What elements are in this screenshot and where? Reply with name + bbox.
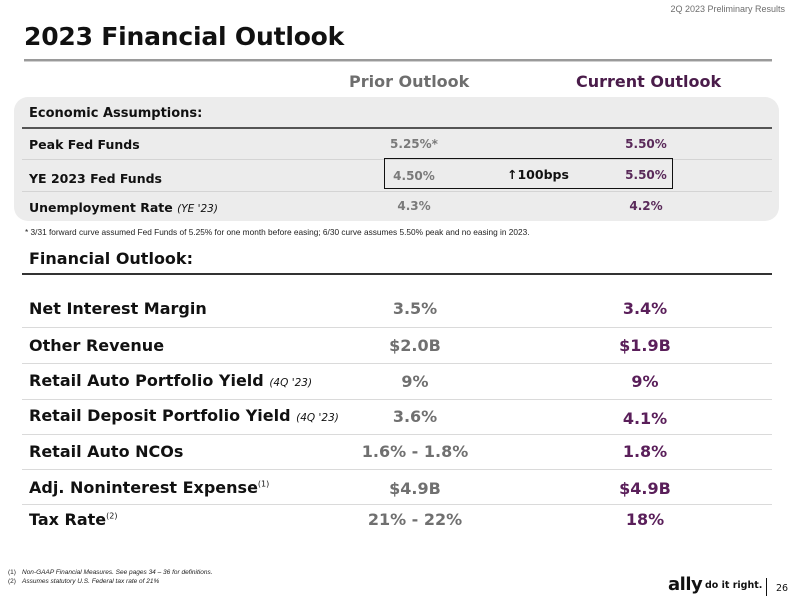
econ-row-divider <box>22 159 772 160</box>
fin-row-label: Net Interest Margin <box>29 299 207 318</box>
fin-row-current: 3.4% <box>622 299 668 318</box>
fin-row-prior: 21% - 22% <box>367 510 463 529</box>
footnote-text: Assumes statutory U.S. Federal tax rate … <box>22 578 160 585</box>
fin-row-current: $1.9B <box>619 336 671 355</box>
econ-row-prior: 5.25%* <box>390 137 438 151</box>
econ-row-prior: 4.50% <box>393 169 435 183</box>
brand-tagline: do it right. <box>705 580 763 591</box>
fin-row-divider <box>22 363 772 364</box>
fin-row-current: 4.1% <box>622 409 668 428</box>
fin-row-current: 1.8% <box>622 442 668 461</box>
footnote-item: (1) Non-GAAP Financial Measures. See page… <box>8 568 213 577</box>
econ-row-divider <box>22 191 772 192</box>
footnote-ref: (1) <box>257 479 270 489</box>
fin-row-divider <box>22 327 772 328</box>
econ-row-label: YE 2023 Fed Funds <box>29 171 162 186</box>
econ-row-current: 5.50% <box>625 168 667 182</box>
fin-row-label: Retail Deposit Portfolio Yield (4Q '23) <box>29 406 339 425</box>
footnote-number: (2) <box>8 578 16 585</box>
fin-row-label-main: Tax Rate <box>29 510 107 529</box>
fin-row-label: Other Revenue <box>29 336 165 355</box>
page-title: 2023 Financial Outlook <box>24 22 345 51</box>
economic-footnote: * 3/31 forward curve assumed Fed Funds o… <box>25 227 530 237</box>
financial-outlook-title: Financial Outlook: <box>29 249 193 268</box>
fin-row-prior: 3.5% <box>392 299 438 318</box>
footnote-ref: (2) <box>106 511 118 521</box>
footnote-item: (2) Assumes statutory U.S. Federal tax ra… <box>8 577 213 586</box>
fin-row-prior: 3.6% <box>392 407 438 426</box>
econ-row-label-sub: (YE '23) <box>177 203 218 215</box>
fed-funds-change-label: ↑100bps <box>507 167 569 182</box>
footnote-text: Non-GAAP Financial Measures. See pages 3… <box>22 569 213 576</box>
fin-row-label-sub: (4Q '23) <box>269 377 313 389</box>
fin-row-label: Retail Auto NCOs <box>29 442 184 461</box>
current-outlook-header: Current Outlook <box>576 72 722 91</box>
fin-row-label-main: Retail Auto Portfolio Yield <box>29 371 264 390</box>
econ-row-current: 5.50% <box>625 137 667 151</box>
page-number: 26 <box>776 583 789 594</box>
fin-row-label: Retail Auto Portfolio Yield (4Q '23) <box>29 371 312 390</box>
fin-row-label-main: Retail Deposit Portfolio Yield <box>29 406 291 425</box>
ally-logo: ally <box>668 574 703 595</box>
fin-row-divider <box>22 399 772 400</box>
fed-funds-change-callout <box>384 158 673 189</box>
econ-row-label: Unemployment Rate (YE '23) <box>29 200 218 215</box>
prior-outlook-header: Prior Outlook <box>349 72 470 91</box>
report-period-label: 2Q 2023 Preliminary Results <box>670 4 785 14</box>
fin-row-prior: $2.0B <box>389 336 441 355</box>
fin-row-current: $4.9B <box>619 479 671 498</box>
economic-header-divider <box>22 127 772 129</box>
footnote-number: (1) <box>8 569 16 576</box>
financial-header-divider <box>22 273 772 275</box>
fin-row-label-sub: (4Q '23) <box>296 412 339 424</box>
econ-row-current: 4.2% <box>629 199 663 213</box>
fin-row-prior: 9% <box>401 372 429 391</box>
fin-row-label-main: Adj. Noninterest Expense <box>29 478 258 497</box>
fin-row-divider <box>22 469 772 470</box>
economic-assumptions-title: Economic Assumptions: <box>29 106 203 121</box>
fin-row-prior: $4.9B <box>389 479 441 498</box>
econ-row-prior: 4.3% <box>397 199 431 213</box>
fin-row-label: Adj. Noninterest Expense(1) <box>29 478 269 497</box>
fin-row-label: Tax Rate(2) <box>29 510 118 529</box>
title-divider <box>24 59 772 61</box>
econ-row-label: Peak Fed Funds <box>29 137 140 152</box>
fin-row-divider <box>22 504 772 505</box>
fin-row-prior: 1.6% - 1.8% <box>361 442 469 461</box>
footer-divider <box>766 578 767 596</box>
fin-row-divider <box>22 434 772 435</box>
econ-row-label-main: Unemployment Rate <box>29 200 173 215</box>
fin-row-current: 9% <box>631 372 659 391</box>
page-footnotes: (1) Non-GAAP Financial Measures. See page… <box>8 568 213 586</box>
fin-row-current: 18% <box>625 510 665 529</box>
